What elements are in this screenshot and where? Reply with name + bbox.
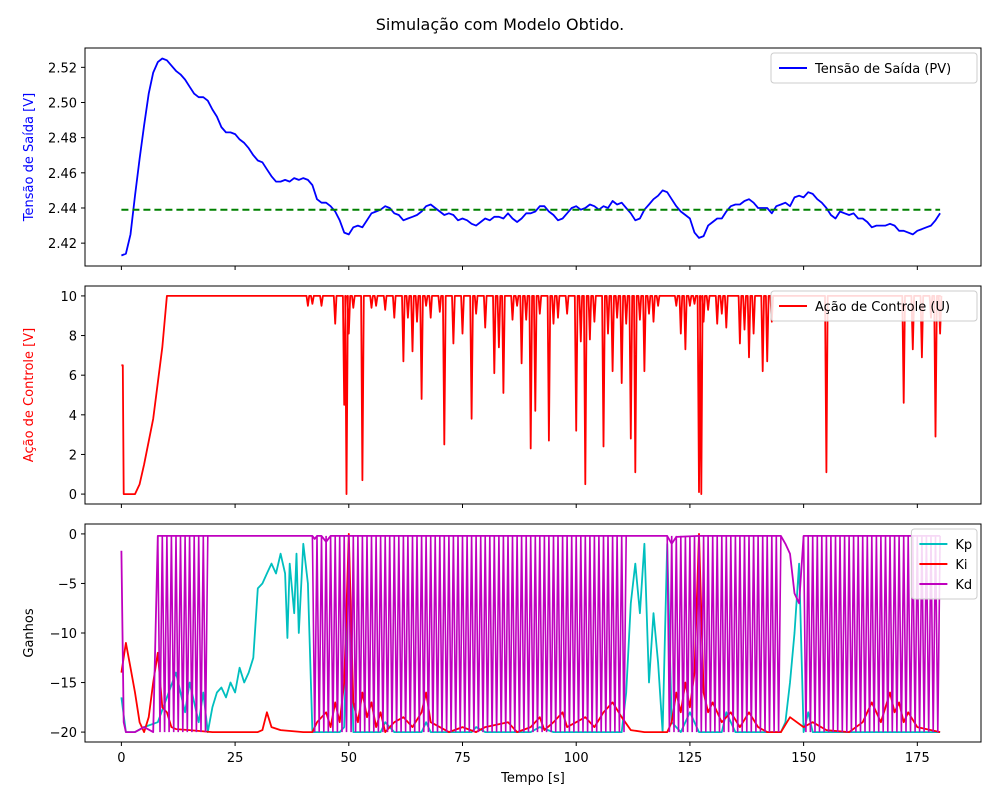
series-kd-line — [120, 535, 941, 733]
y-axis-label: Ganhos — [22, 608, 37, 657]
ytick-label: 0 — [69, 528, 77, 543]
series-a-o-de-controle-u-line — [121, 295, 943, 495]
series-kd — [120, 535, 941, 733]
y-axis-label: Tensão de Saída [V] — [22, 93, 37, 222]
ytick-label: −5 — [58, 577, 77, 592]
ytick-label: −10 — [50, 627, 77, 642]
ytick-label: 8 — [69, 330, 77, 345]
ytick-label: 4 — [69, 409, 77, 424]
figure-title: Simulação com Modelo Obtido. — [376, 15, 624, 34]
legend-entry: Tensão de Saída (PV) — [814, 62, 951, 77]
ytick-label: 10 — [60, 290, 77, 305]
ytick-label: 2.52 — [48, 61, 77, 76]
legend-entry: Kp — [955, 538, 972, 553]
legend-box — [770, 290, 978, 322]
legend-2: Kp Ki Kd — [910, 528, 978, 600]
ytick-label: −20 — [50, 726, 77, 741]
ytick-label: −15 — [50, 677, 77, 692]
series-tens-o-de-sa-da-pv — [121, 57, 941, 257]
axes-frame-1 — [84, 285, 982, 505]
x-axis-label: Tempo [s] — [500, 771, 565, 786]
xtick-label: 25 — [227, 751, 244, 766]
plot-area-2 — [120, 533, 941, 733]
axes-gains: −20 −15 −10 −5 0 0 25 50 75 100 125 150 175 Ganhos Tem… — [22, 523, 982, 786]
xtick-label: 125 — [677, 751, 702, 766]
ytick-label: 6 — [69, 369, 77, 384]
legend-entry: Ação de Controle (U) — [815, 300, 950, 315]
ytick-label: 2.44 — [48, 202, 77, 217]
xtick-label: 175 — [905, 751, 930, 766]
legend-box — [770, 52, 978, 84]
series-a-o-de-controle-u — [121, 295, 943, 495]
legend-entry: Kd — [955, 578, 972, 593]
ytick-label: 2.50 — [48, 97, 77, 112]
legend-entry: Ki — [955, 558, 967, 573]
plot-area-1 — [121, 295, 943, 495]
ytick-label: 2.48 — [48, 132, 77, 147]
xtick-label: 150 — [791, 751, 816, 766]
plot-area-0 — [121, 57, 941, 257]
ytick-label: 2.46 — [48, 167, 77, 182]
y-axis-label: Ação de Controle [V] — [22, 328, 37, 462]
legend-0: Tensão de Saída (PV) — [770, 52, 978, 84]
ytick-label: 2 — [69, 448, 77, 463]
series-tens-o-de-sa-da-pv-line — [121, 57, 941, 257]
xtick-label: 50 — [341, 751, 358, 766]
legend-1: Ação de Controle (U) — [770, 290, 978, 322]
xtick-label: 75 — [454, 751, 471, 766]
oscillation-band-0 — [157, 535, 209, 733]
axes-control-action: 0 2 4 6 8 10 Ação de Controle [V] Ação de Contr… — [22, 285, 982, 508]
axes-output-voltage: 2.42 2.44 2.46 2.48 2.50 2.52 Tensão de Saída … — [22, 47, 982, 270]
oscillation-band-1 — [311, 535, 627, 733]
oscillation-band-2 — [666, 535, 782, 733]
xtick-label: 0 — [117, 751, 125, 766]
axes-frame-0 — [84, 47, 982, 267]
ytick-label: 0 — [69, 488, 77, 503]
ytick-label: 2.42 — [48, 237, 77, 252]
xtick-label: 100 — [564, 751, 589, 766]
